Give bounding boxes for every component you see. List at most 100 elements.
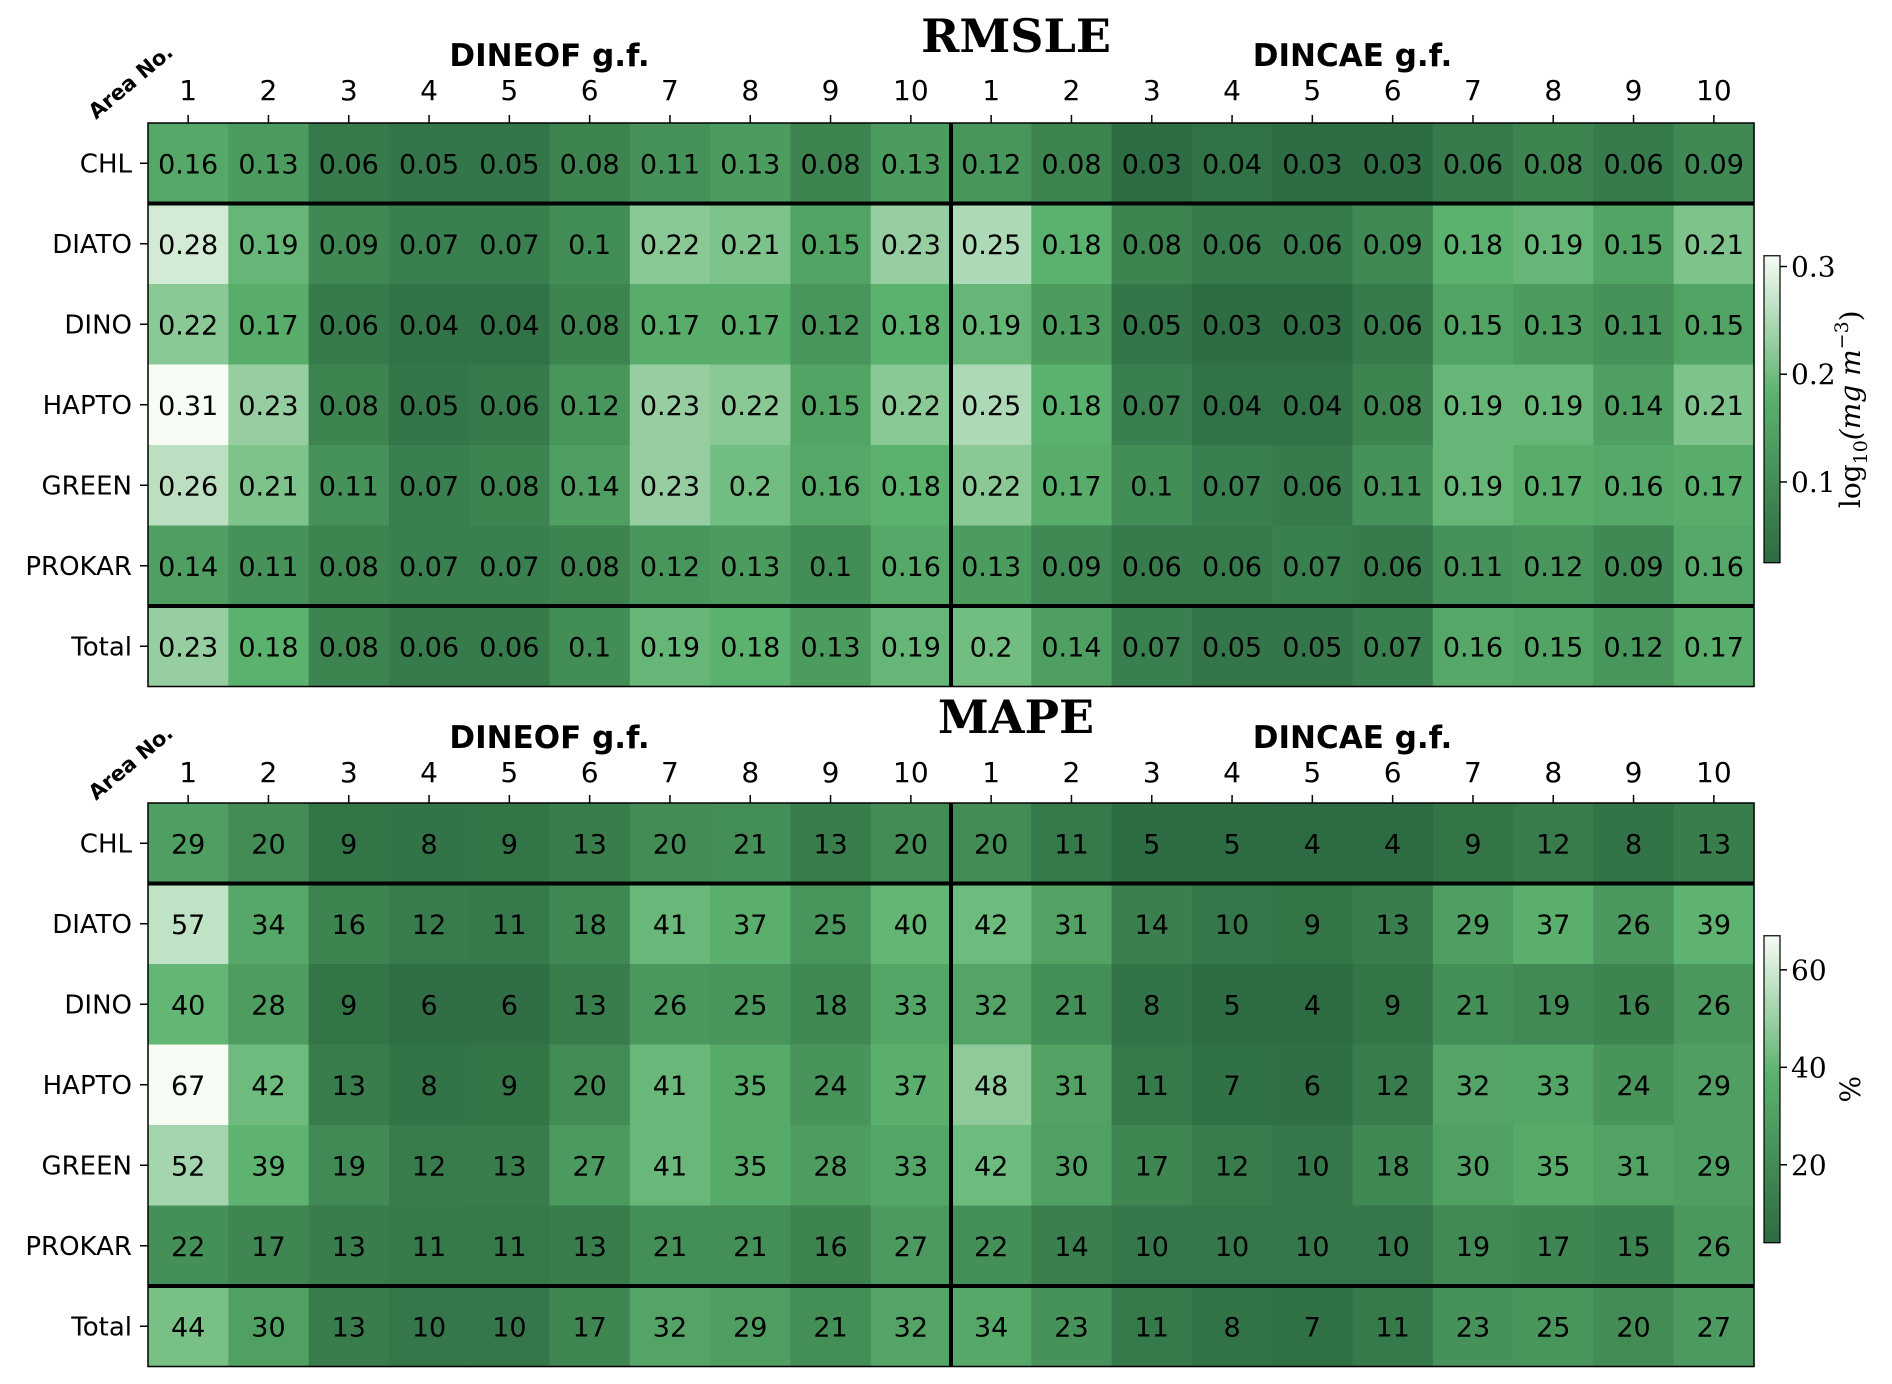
cell-value-label: 41 bbox=[653, 1071, 687, 1102]
heatmap-cell bbox=[1111, 203, 1193, 285]
cell-value-label: 0.06 bbox=[479, 391, 539, 422]
heatmap-cell bbox=[1673, 803, 1755, 885]
cell-value-label: 35 bbox=[733, 1151, 767, 1182]
heatmap-cell bbox=[1352, 445, 1434, 527]
heatmap-cell bbox=[629, 364, 711, 446]
cell-value-label: 0.21 bbox=[238, 471, 298, 502]
cell-value-label: 23 bbox=[1054, 1312, 1088, 1343]
heatmap-cell bbox=[790, 1125, 872, 1207]
heatmap-cell bbox=[228, 803, 310, 885]
heatmap-cell bbox=[629, 1205, 711, 1287]
heatmap-cell bbox=[1191, 445, 1273, 527]
heatmap-cell bbox=[1352, 606, 1434, 688]
cell-value-label: 17 bbox=[1536, 1232, 1570, 1263]
row-tick-label: Total bbox=[70, 632, 132, 662]
cell-value-label: 16 bbox=[1616, 990, 1650, 1021]
cell-value-label: 0.23 bbox=[238, 391, 298, 422]
heatmap-cell bbox=[308, 364, 390, 446]
cell-value-label: 0.03 bbox=[1282, 149, 1342, 180]
cell-value-label: 0.1 bbox=[568, 632, 611, 663]
column-tick-label: 3 bbox=[1143, 756, 1161, 789]
heatmap-cell bbox=[228, 445, 310, 527]
heatmap-cell bbox=[469, 606, 551, 688]
column-tick-label: 9 bbox=[822, 756, 840, 789]
heatmap-cell bbox=[469, 525, 551, 607]
heatmap-cell bbox=[1111, 284, 1193, 366]
heatmap-cell bbox=[1513, 203, 1594, 285]
heatmap-cell bbox=[1031, 445, 1113, 527]
heatmap-cell bbox=[710, 123, 791, 205]
cell-value-label: 19 bbox=[1456, 1232, 1490, 1263]
heatmap-cell bbox=[1593, 284, 1675, 366]
heatmap-cell bbox=[1352, 803, 1434, 885]
heatmap-cell bbox=[228, 1205, 310, 1287]
cell-value-label: 42 bbox=[974, 910, 1008, 941]
heatmap-cell bbox=[1513, 1125, 1594, 1207]
heatmap-cell bbox=[1191, 1205, 1273, 1287]
cell-value-label: 4 bbox=[1384, 829, 1401, 860]
heatmap-cell bbox=[308, 1286, 390, 1368]
cell-value-label: 0.11 bbox=[640, 149, 700, 180]
heatmap-cell bbox=[1432, 1044, 1514, 1126]
heatmap-cell bbox=[308, 203, 390, 285]
heatmap-cell bbox=[388, 1044, 470, 1126]
colorbar-label: % bbox=[1834, 1076, 1867, 1103]
cell-value-label: 0.17 bbox=[640, 310, 700, 341]
cell-value-label: 11 bbox=[1135, 1312, 1169, 1343]
cell-value-label: 0.16 bbox=[881, 552, 941, 583]
column-tick-label: 2 bbox=[1063, 74, 1081, 107]
heatmap-cell bbox=[870, 1205, 952, 1287]
cell-value-label: 19 bbox=[1536, 990, 1570, 1021]
cell-value-label: 0.11 bbox=[238, 552, 298, 583]
heatmap-cell bbox=[148, 1125, 229, 1207]
cell-value-label: 0.19 bbox=[1523, 230, 1583, 261]
cell-value-label: 35 bbox=[733, 1071, 767, 1102]
heatmap-cell bbox=[951, 883, 1032, 965]
cell-value-label: 0.06 bbox=[1603, 149, 1663, 180]
heatmap-cell bbox=[469, 203, 551, 285]
colorbar bbox=[1763, 935, 1781, 1244]
cell-value-label: 0.06 bbox=[1122, 552, 1182, 583]
heatmap-cell bbox=[228, 1125, 310, 1207]
cell-value-label: 0.06 bbox=[479, 632, 539, 663]
cell-value-label: 22 bbox=[974, 1232, 1008, 1263]
heatmap-cell bbox=[629, 445, 711, 527]
cell-value-label: 0.08 bbox=[1363, 391, 1423, 422]
heatmap-cell bbox=[1352, 883, 1434, 965]
heatmap-cell bbox=[1593, 1044, 1675, 1126]
heatmap-cell bbox=[388, 123, 470, 205]
cell-value-label: 0.06 bbox=[1282, 471, 1342, 502]
heatmap-cell bbox=[710, 883, 791, 965]
rmsle-heatmap-panel: RMSLE Area No. DINEOF g.f. 1 2 3 4 5 6 7 8 9 10 DINCA… bbox=[25, 9, 1872, 688]
column-tick-label: 8 bbox=[741, 74, 759, 107]
heatmap-cell bbox=[1513, 123, 1594, 205]
cell-value-label: 0.15 bbox=[1684, 310, 1744, 341]
heatmap-cell bbox=[1673, 284, 1755, 366]
column-tick-label: 3 bbox=[1143, 74, 1161, 107]
cell-value-label: 0.07 bbox=[1282, 552, 1342, 583]
cell-value-label: 9 bbox=[501, 1071, 518, 1102]
heatmap-cell bbox=[1191, 964, 1273, 1046]
heatmap-cell bbox=[790, 123, 872, 205]
heatmap-cell bbox=[1432, 606, 1514, 688]
heatmap-cell bbox=[308, 123, 390, 205]
heatmap-cell bbox=[388, 203, 470, 285]
cell-value-label: 9 bbox=[501, 829, 518, 860]
colorbar-tick-label: 0.2 bbox=[1791, 358, 1836, 391]
heatmap-cell bbox=[388, 606, 470, 688]
heatmap-cell bbox=[710, 445, 791, 527]
cell-value-label: 32 bbox=[894, 1312, 928, 1343]
cell-value-label: 0.17 bbox=[1041, 471, 1101, 502]
heatmap-cell bbox=[1191, 203, 1273, 285]
heatmap-cell bbox=[1432, 445, 1514, 527]
heatmap-cell bbox=[1593, 883, 1675, 965]
heatmap-cell bbox=[1432, 364, 1514, 446]
heatmap-cell bbox=[1593, 525, 1675, 607]
heatmap-cell bbox=[1352, 525, 1434, 607]
column-tick-label: 1 bbox=[179, 74, 197, 107]
cell-value-label: 33 bbox=[894, 990, 928, 1021]
cell-value-label: 0.11 bbox=[1443, 552, 1503, 583]
heatmap-cell bbox=[1111, 1125, 1193, 1207]
cell-value-label: 11 bbox=[412, 1232, 446, 1263]
